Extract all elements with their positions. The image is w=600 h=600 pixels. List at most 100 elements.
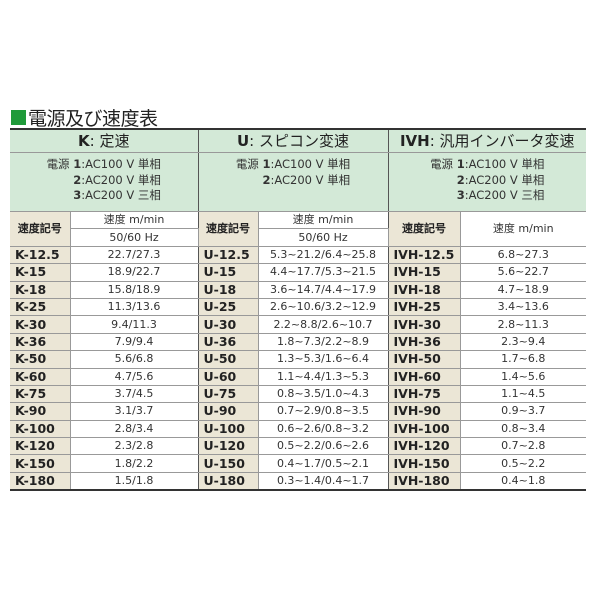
power-label: 電源 (430, 157, 454, 171)
speed-code: U-180 (197, 471, 259, 491)
table-row: K-50 5.6/6.8 U-50 1.3~5.3/1.6~6.4 IVH-50 1.7~… (10, 350, 586, 369)
speed-code: U-50 (197, 350, 259, 369)
speed-code: K-18 (10, 280, 71, 299)
speed-table: K: 定速 U: スピコン変速 IVH: 汎用インバータ変速 電源 1:AC10… (10, 128, 586, 492)
freq-header: 50/60 Hz (257, 228, 388, 247)
speed-code: U-150 (197, 454, 259, 473)
table-row: K-30 9.4/11.3 U-30 2.2~8.8/2.6~10.7 IVH-30 2.… (10, 315, 586, 334)
speed-value: 2.3~9.4 (459, 332, 586, 352)
speed-value: 9.4/11.3 (69, 315, 199, 334)
power-spec: AC200 V 三相 (468, 188, 545, 202)
power-spec: AC100 V 単相 (274, 157, 351, 171)
table-row: K-36 7.9/9.4 U-36 1.8~7.3/2.2~8.9 IVH-36 2.3~… (10, 332, 586, 352)
speed-code: K-25 (10, 297, 71, 317)
power-number: 2 (456, 172, 465, 187)
speed-code: K-75 (10, 384, 71, 404)
speed-code: IVH-120 (387, 437, 461, 456)
speed-value: 2.8~11.3 (459, 315, 586, 334)
code-header: 速度記号 (387, 211, 461, 247)
table-row: K-60 4.7/5.6 U-60 1.1~4.4/1.3~5.3 IVH-60 1.4~… (10, 367, 586, 386)
speed-code: IVH-100 (387, 419, 461, 439)
speed-code: K-15 (10, 263, 71, 282)
speed-value: 0.8~3.4 (459, 419, 586, 439)
code-header: 速度記号 (197, 211, 259, 247)
speed-code: K-12.5 (10, 245, 71, 265)
speed-value: 1.8/2.2 (69, 454, 199, 473)
speed-code: IVH-90 (387, 402, 461, 421)
speed-value: 2.8/3.4 (69, 419, 199, 439)
table-row: K-100 2.8/3.4 U-100 0.6~2.6/0.8~3.2 IVH-100 0… (10, 419, 586, 439)
table-row: K-18 15.8/18.9 U-18 3.6~14.7/4.4~17.9 IVH-18… (10, 280, 586, 299)
speed-code: K-90 (10, 402, 71, 421)
power-number: 3 (73, 188, 82, 202)
speed-value: 3.4~13.6 (459, 297, 586, 317)
table-row: K-12.5 22.7/27.3 U-12.5 5.3~21.2/6.4~25.8 IV… (10, 245, 586, 265)
power-label: 電源 (235, 157, 259, 171)
speed-value: 1.7~6.8 (459, 350, 586, 369)
power-spec: AC200 V 単相 (468, 172, 545, 187)
speed-value: 2.6~10.6/3.2~12.9 (257, 297, 389, 317)
speed-value: 7.9/9.4 (69, 332, 199, 352)
power-number: 2 (73, 172, 82, 187)
speed-code: K-150 (10, 454, 71, 473)
speed-code: U-36 (197, 332, 259, 352)
speed-value: 0.3~1.4/0.4~1.7 (257, 471, 389, 491)
speed-code: U-100 (197, 419, 259, 439)
power-cell-u: 電源 1:AC100 V 単相 2:AC200 V 単相 (197, 152, 389, 212)
power-spec: AC200 V 単相 (85, 172, 161, 187)
speed-code: K-100 (10, 419, 71, 439)
speed-code: K-36 (10, 332, 71, 352)
speed-code: IVH-30 (387, 315, 461, 334)
code-header: 速度記号 (10, 211, 71, 247)
speed-code: IVH-18 (387, 280, 461, 299)
speed-value: 3.7/4.5 (69, 384, 199, 404)
table-row: K-25 11.3/13.6 U-25 2.6~10.6/3.2~12.9 IVH-25… (10, 297, 586, 317)
speed-value: 5.6/6.8 (69, 350, 199, 369)
power-cell-ivh: 電源 1:AC100 V 単相 2:AC200 V 単相 3:AC200 V 三相 (387, 152, 586, 212)
speed-value: 3.6~14.7/4.4~17.9 (257, 280, 389, 299)
speed-code: K-30 (10, 315, 71, 334)
speed-code: IVH-25 (387, 297, 461, 317)
speed-code: K-60 (10, 367, 71, 386)
table-row: K-90 3.1/3.7 U-90 0.7~2.9/0.8~3.5 IVH-90 0.9~… (10, 402, 586, 421)
speed-code: IVH-60 (387, 367, 461, 386)
speed-value: 0.4~1.7/0.5~2.1 (257, 454, 389, 473)
speed-value: 1.5/1.8 (69, 471, 199, 491)
speed-value: 1.1~4.5 (459, 384, 586, 404)
speed-value: 22.7/27.3 (69, 245, 199, 265)
speed-code: IVH-15 (387, 263, 461, 282)
speed-value: 11.3/13.6 (69, 297, 199, 317)
speed-code: IVH-36 (387, 332, 461, 352)
power-label: 電源 (46, 157, 70, 171)
speed-value: 5.6~22.7 (459, 263, 586, 282)
speed-code: U-75 (197, 384, 259, 404)
speed-header: 速度 m/min (257, 210, 389, 230)
power-number: 1 (262, 157, 271, 171)
speed-header: 速度 m/min (459, 211, 586, 247)
speed-code: U-12.5 (197, 245, 259, 265)
speed-value: 1.4~5.6 (459, 367, 586, 386)
speed-code: IVH-180 (387, 471, 461, 491)
power-number: 2 (262, 172, 271, 187)
speed-value: 0.7~2.9/0.8~3.5 (257, 402, 389, 421)
header-k: K: 定速 (10, 128, 199, 153)
power-spec: AC200 V 三相 (85, 188, 161, 202)
speed-value: 4.7~18.9 (459, 280, 586, 299)
speed-value: 0.5~2.2/0.6~2.6 (257, 437, 389, 456)
speed-value: 0.6~2.6/0.8~3.2 (257, 419, 389, 439)
speed-value: 3.1/3.7 (69, 402, 199, 421)
green-square-icon (11, 110, 26, 125)
table-row: K-15 18.9/22.7 U-15 4.4~17.7/5.3~21.5 IVH-15… (10, 263, 586, 282)
speed-code: K-50 (10, 350, 71, 369)
speed-value: 1.3~5.3/1.6~6.4 (257, 350, 389, 369)
header-ivh: IVH: 汎用インバータ変速 (387, 128, 586, 153)
speed-code: K-120 (10, 437, 71, 456)
speed-code: U-60 (197, 367, 259, 386)
speed-code: U-25 (197, 297, 259, 317)
table-row: K-75 3.7/4.5 U-75 0.8~3.5/1.0~4.3 IVH-75 1.1~… (10, 384, 586, 404)
speed-code: IVH-12.5 (387, 245, 461, 265)
speed-value: 0.9~3.7 (459, 402, 586, 421)
speed-value: 0.4~1.8 (459, 471, 586, 491)
speed-code: IVH-50 (387, 350, 461, 369)
speed-value: 2.2~8.8/2.6~10.7 (257, 315, 389, 334)
